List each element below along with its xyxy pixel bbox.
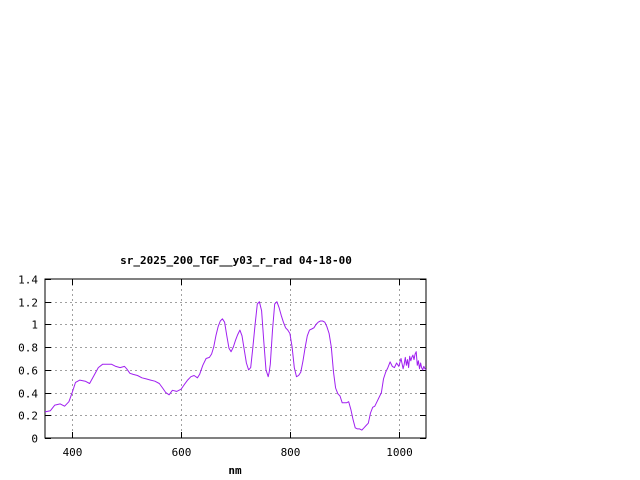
y-tick-label: 0.4 xyxy=(18,388,38,401)
y-tick-label: 0.6 xyxy=(18,365,38,378)
x-axis-label: nm xyxy=(228,464,242,477)
plot-frame xyxy=(44,278,427,439)
series-line xyxy=(44,301,427,431)
y-tick-label: 0.8 xyxy=(18,342,38,355)
y-tick-label: 1 xyxy=(31,319,38,332)
y-tick-label: 0.2 xyxy=(18,410,38,423)
y-tick-label: 1.4 xyxy=(18,274,38,287)
y-tick-label: 0 xyxy=(31,433,38,446)
grid xyxy=(45,279,426,438)
x-tick-label: 400 xyxy=(63,446,83,459)
series-layer xyxy=(44,301,427,431)
x-tick-label: 1000 xyxy=(386,446,413,459)
chart-title: sr_2025_200_TGF__y03_r_rad 04-18-00 xyxy=(120,254,352,267)
x-tick-label: 800 xyxy=(281,446,301,459)
x-tick-label: 600 xyxy=(172,446,192,459)
y-tick-label: 1.2 xyxy=(18,297,38,310)
axis-ticks: 0 0.2 0.4 0.6 0.8 1 1.2 1.4 400 600 800 1000 xyxy=(18,274,426,459)
